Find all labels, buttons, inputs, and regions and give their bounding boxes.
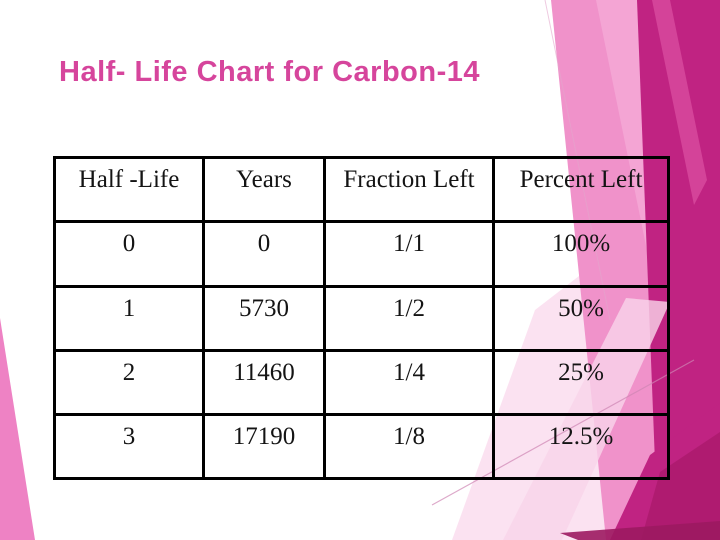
table-cell: 5730 [202, 285, 326, 352]
table-cell: 1 [53, 285, 205, 352]
column-header-percent-left: Percent Left [492, 156, 670, 223]
table-header-row: Half -Life Years Fraction Left Percent L… [53, 156, 670, 223]
table-cell: 1/8 [323, 413, 495, 480]
half-life-table: Half -Life Years Fraction Left Percent L… [53, 156, 670, 480]
slide-title: Half- Life Chart for Carbon-14 [59, 56, 481, 88]
decor-bottom-shadow [560, 521, 720, 540]
column-header-half-life: Half -Life [53, 156, 205, 223]
table-cell: 0 [202, 220, 326, 288]
table-row: 2 11460 1/4 25% [53, 349, 670, 416]
table-cell: 3 [53, 413, 205, 480]
table-cell: 0 [53, 220, 205, 288]
table-row: 1 5730 1/2 50% [53, 285, 670, 352]
column-header-fraction-left: Fraction Left [323, 156, 495, 223]
table-cell: 1/2 [323, 285, 495, 352]
table-row: 3 17190 1/8 12.5% [53, 413, 670, 480]
decor-darker-bottom-wedge [641, 432, 720, 540]
table-cell: 1/1 [323, 220, 495, 288]
table-cell: 2 [53, 349, 205, 416]
decor-dark-band-highlight [652, 0, 707, 205]
table-cell: 11460 [202, 349, 326, 416]
decor-bottom-left-wedge [0, 318, 35, 540]
table-cell: 25% [492, 349, 670, 416]
table-cell: 17190 [202, 413, 326, 480]
table-cell: 1/4 [323, 349, 495, 416]
table-cell: 50% [492, 285, 670, 352]
table-row: 0 0 1/1 100% [53, 220, 670, 288]
column-header-years: Years [202, 156, 326, 223]
table-cell: 12.5% [492, 413, 670, 480]
table-cell: 100% [492, 220, 670, 288]
